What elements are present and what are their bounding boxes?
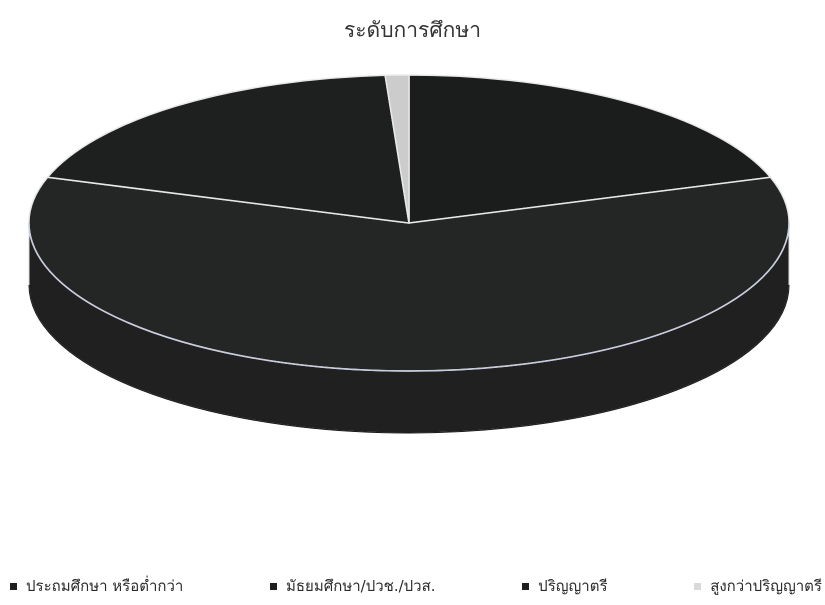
legend-item-bachelor: ปริญญาตรี [522,574,608,598]
legend-label-primary: ประถมศึกษา หรือต่ำกว่า [26,577,184,595]
legend-item-secondary: มัธยมศึกษา/ปวช./ปวส. [270,574,436,598]
pie-slice-primary [408,74,772,224]
legend-item-postgrad: สูงกว่าปริญญาตรี [694,574,822,598]
pie-rim [28,222,790,372]
pie-top-layer [28,74,790,372]
legend-label-secondary: มัธยมศึกษา/ปวช./ปวส. [286,577,436,595]
pie-chart [28,74,790,434]
pie-slice-bachelor [46,74,410,224]
pie-slice-postgrad [384,74,410,224]
legend-swatch-primary [10,582,17,590]
legend-label-bachelor: ปริญญาตรี [538,577,608,595]
legend-swatch-bachelor [522,582,530,590]
legend-swatch-postgrad [694,582,702,590]
legend-item-primary: ประถมศึกษา หรือต่ำกว่า [10,574,183,598]
legend-swatch-secondary [270,582,277,590]
legend-label-postgrad: สูงกว่าปริญญาตรี [710,577,822,595]
legend: ประถมศึกษา หรือต่ำกว่า มัธยมศึกษา/ปวช./ป… [10,574,822,598]
chart-title: ระดับการศึกษา [344,18,481,42]
pie-side-outline [28,284,790,434]
